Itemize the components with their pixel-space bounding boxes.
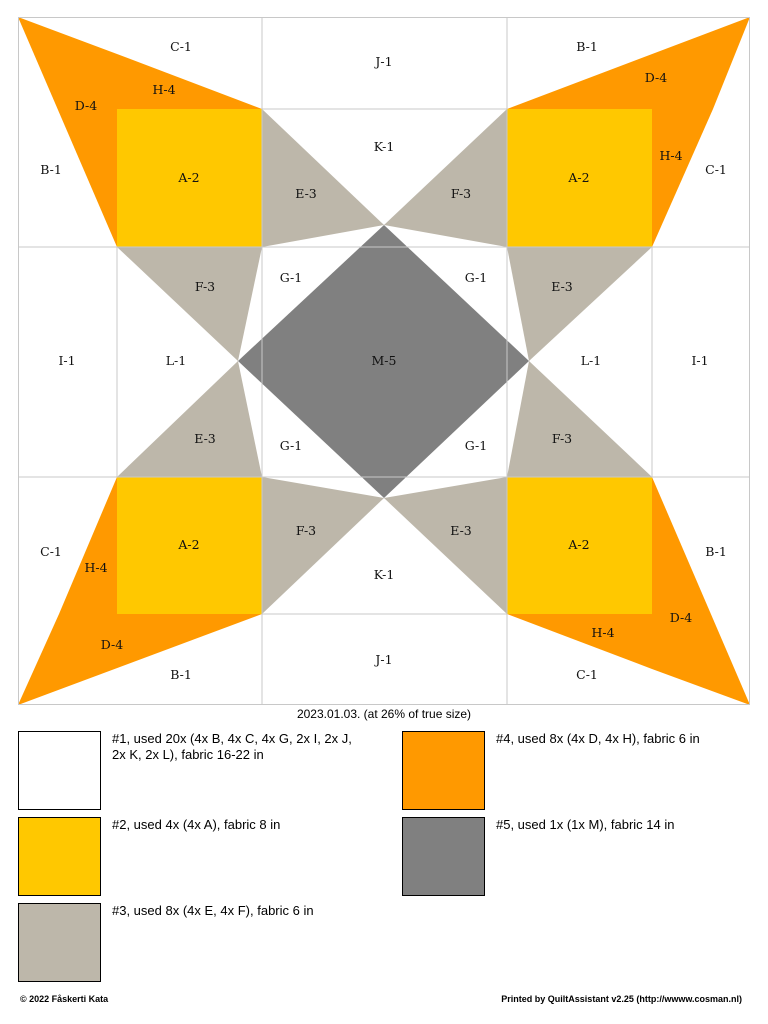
piece-f3-middle-left <box>117 247 262 361</box>
piece-m5-center <box>238 225 529 498</box>
quilt-block-diagram: C-1 D-4 H-4 B-1 A-2 J-1 K-1 E-3 F-3 B-1 … <box>18 17 750 705</box>
label-e3-bottom: E-3 <box>450 523 472 538</box>
piece-h4-top-left <box>117 54 262 109</box>
label-e3-middle-left: E-3 <box>194 431 216 446</box>
label-m5-center: M-5 <box>372 353 397 368</box>
legend-swatch-fabric-5 <box>402 817 485 896</box>
label-g1-bottom-left: G-1 <box>280 438 302 453</box>
label-i1-right: I-1 <box>691 353 708 368</box>
label-b1-bottom-right: B-1 <box>705 544 727 559</box>
label-g1-top-left: G-1 <box>280 270 302 285</box>
label-c1-top-right: C-1 <box>705 162 727 177</box>
legend-swatch-fabric-2 <box>18 817 101 896</box>
label-d4-bottom-left: D-4 <box>101 637 123 652</box>
legend-text-fabric-5: #5, used 1x (1x M), fabric 14 in <box>496 817 675 832</box>
piece-h4-top-right <box>652 109 713 247</box>
footer-copyright: © 2022 Fåskerti Kata <box>20 994 109 1004</box>
label-a2-bottom-left: A-2 <box>177 537 199 552</box>
label-g1-bottom-right: G-1 <box>465 438 487 453</box>
label-f3-middle-left: F-3 <box>195 279 215 294</box>
label-e3-middle-right: E-3 <box>551 279 573 294</box>
label-d4-top-left: D-4 <box>75 98 97 113</box>
label-h4-bottom-left: H-4 <box>84 560 107 575</box>
label-k1-top: K-1 <box>374 139 395 154</box>
footer-printed-by: Printed by QuiltAssistant v2.25 (http://… <box>501 994 742 1004</box>
label-l1-right: L-1 <box>581 353 601 368</box>
label-j1-top: J-1 <box>373 54 392 69</box>
label-c1-bottom-right: C-1 <box>576 667 598 682</box>
piece-f3-bottom-center <box>262 477 384 614</box>
piece-e3-top-center <box>262 109 384 247</box>
piece-e3-middle-left <box>117 361 262 477</box>
piece-e3-middle-right <box>507 247 652 361</box>
label-e3-top: E-3 <box>295 186 317 201</box>
label-a2-top-left: A-2 <box>177 170 199 185</box>
seam-lines <box>18 17 750 705</box>
legend-swatch-fabric-3 <box>18 903 101 982</box>
label-d4-bottom-right: D-4 <box>670 610 692 625</box>
label-a2-top-right: A-2 <box>567 170 589 185</box>
piece-a2-top-left <box>117 109 262 247</box>
diagram-caption: 2023.01.03. (at 26% of true size) <box>296 707 472 721</box>
piece-h4-bottom-left <box>59 477 117 614</box>
legend-text-fabric-3: #3, used 8x (4x E, 4x F), fabric 6 in <box>112 903 314 918</box>
label-h4-top-left: H-4 <box>152 82 175 97</box>
piece-d4-top-right <box>507 17 750 109</box>
label-j1-bottom: J-1 <box>373 652 392 667</box>
piece-f3-top-center <box>384 109 507 247</box>
piece-d4-top-left <box>18 17 117 247</box>
piece-d4-bottom-right <box>652 477 750 705</box>
label-b1-bottom-left: B-1 <box>170 667 192 682</box>
piece-a2-bottom-left <box>117 477 262 614</box>
label-c1-bottom-left: C-1 <box>40 544 62 559</box>
label-d4-top-right: D-4 <box>645 70 667 85</box>
label-f3-top: F-3 <box>451 186 471 201</box>
piece-h4-bottom-right <box>507 614 652 669</box>
label-c1-top-left: C-1 <box>170 39 192 54</box>
legend-text-fabric-4: #4, used 8x (4x D, 4x H), fabric 6 in <box>496 731 700 746</box>
piece-a2-bottom-right <box>507 477 652 614</box>
legend-text-fabric-1: #1, used 20x (4x B, 4x C, 4x G, 2x I, 2x… <box>112 731 352 762</box>
label-k1-bottom: K-1 <box>374 567 395 582</box>
label-f3-bottom: F-3 <box>296 523 316 538</box>
label-g1-top-right: G-1 <box>465 270 487 285</box>
label-h4-bottom-right: H-4 <box>591 625 614 640</box>
piece-e3-bottom-center <box>384 477 507 614</box>
legend-text-fabric-2: #2, used 4x (4x A), fabric 8 in <box>112 817 281 832</box>
legend-swatch-fabric-1 <box>18 731 101 810</box>
piece-a2-top-right <box>507 109 652 247</box>
label-h4-top-right: H-4 <box>659 148 682 163</box>
label-l1-left: L-1 <box>166 353 186 368</box>
label-f3-middle-right: F-3 <box>552 431 572 446</box>
label-a2-bottom-right: A-2 <box>567 537 589 552</box>
piece-d4-bottom-left <box>18 614 262 705</box>
label-b1-top-left: B-1 <box>40 162 62 177</box>
piece-f3-middle-right <box>507 361 652 477</box>
legend-swatch-fabric-4 <box>402 731 485 810</box>
label-i1-left: I-1 <box>58 353 75 368</box>
label-b1-top-right: B-1 <box>576 39 598 54</box>
